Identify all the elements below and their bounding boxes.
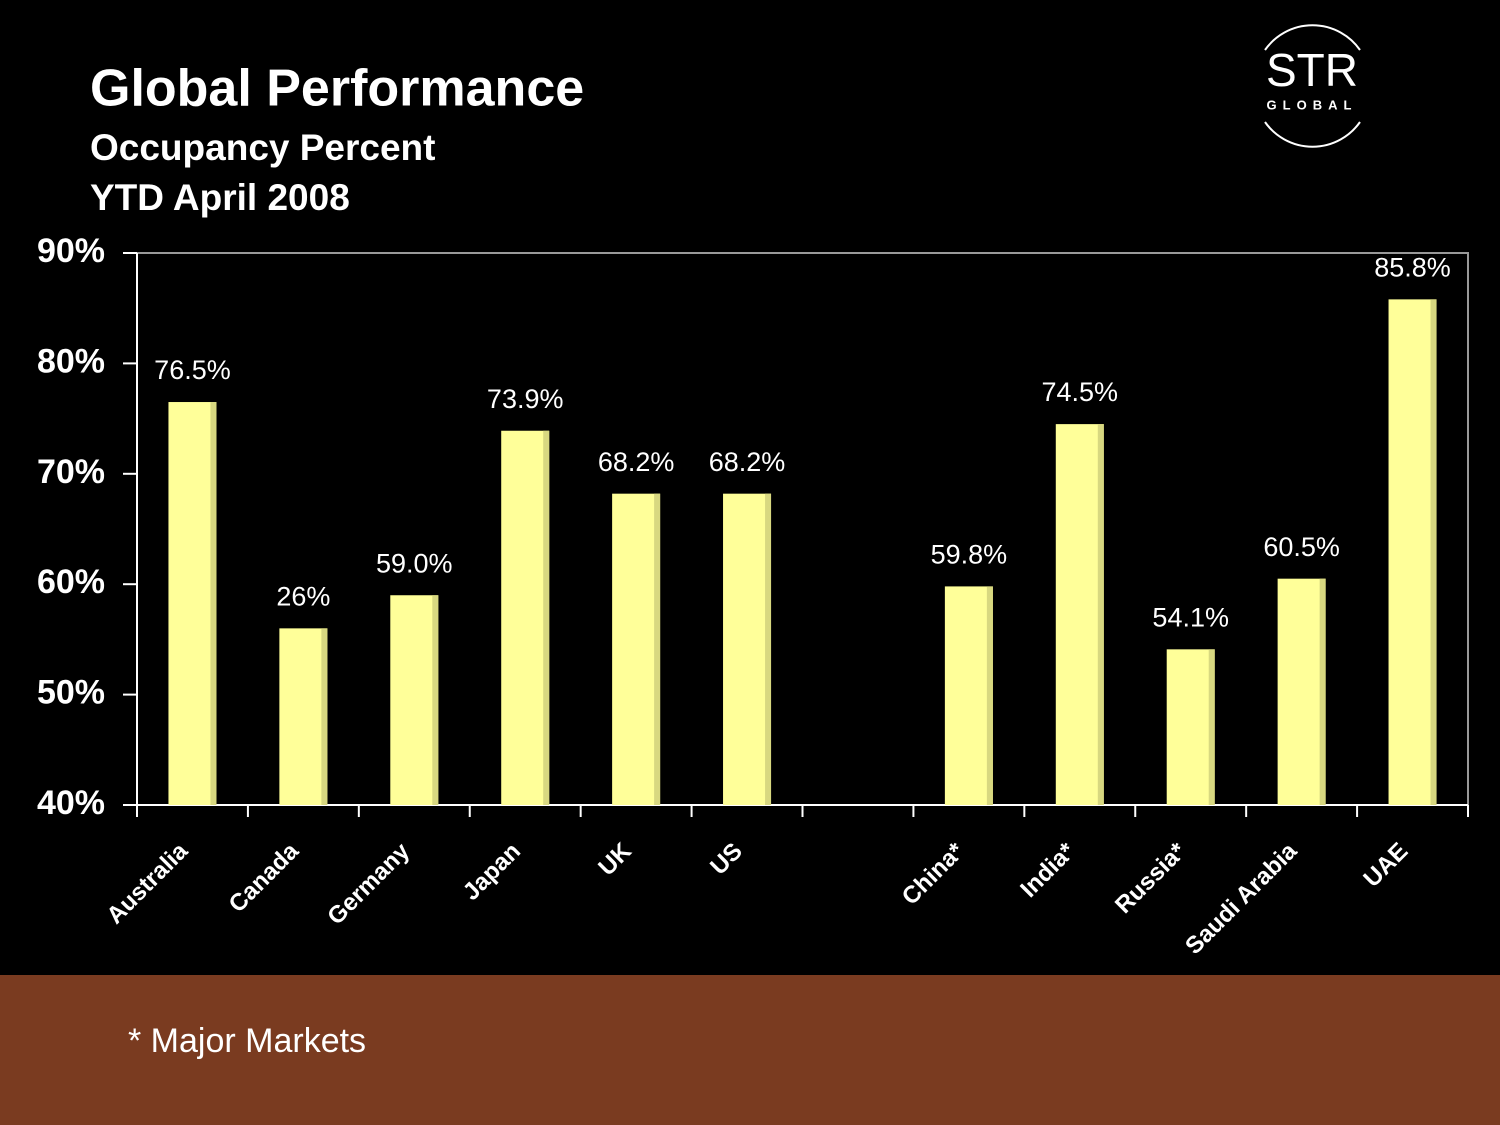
data-label: 73.9% [487,384,564,414]
data-label: 68.2% [598,447,675,477]
y-tick-label: 40% [37,784,105,822]
data-label: 68.2% [709,447,786,477]
bar [390,595,439,805]
data-label: 74.5% [1042,377,1119,407]
bar [944,586,993,805]
data-label: 59.0% [376,548,453,578]
logo-arc [1264,24,1361,51]
y-tick-label: 90% [37,232,105,270]
subtitle: Occupancy Percent [90,127,435,168]
bar-shade [1208,649,1215,805]
bar-shade [321,628,328,805]
bar-shade [986,586,993,805]
data-label: 76.5% [154,355,231,385]
bar [1055,424,1104,805]
footer-band [0,975,1500,1125]
data-label: 26% [276,581,330,611]
data-label: 85.8% [1374,252,1451,282]
bar [612,493,661,805]
bar [501,430,550,805]
data-label: 54.1% [1152,602,1229,632]
logo-text: STR [1266,44,1358,96]
y-tick-label: 80% [37,342,105,380]
y-tick-label: 70% [37,453,105,491]
bar [279,628,328,805]
y-tick-label: 50% [37,674,105,712]
bar [168,402,217,805]
bar-shade [765,493,772,805]
bar-shade [543,430,550,805]
bar-shade [1430,299,1437,805]
logo-arc [1264,121,1361,148]
plot-frame [137,252,1469,805]
footnote: * Major Markets [128,1022,366,1060]
bar [1277,578,1326,805]
bar [723,493,772,805]
chart-title: Global Performance [90,60,584,118]
logo-subtext: GLOBAL [1267,97,1358,112]
background [0,0,1500,975]
data-label: 60.5% [1263,532,1340,562]
data-label: 59.8% [931,540,1008,570]
y-tick-label: 60% [37,563,105,601]
bar [1166,649,1215,805]
bar-shade [210,402,217,805]
bar-shade [1319,578,1326,805]
bar-shade [1097,424,1104,805]
subtitle: YTD April 2008 [90,177,350,218]
bar-shade [654,493,661,805]
bar [1388,299,1437,805]
bar-shade [432,595,439,805]
